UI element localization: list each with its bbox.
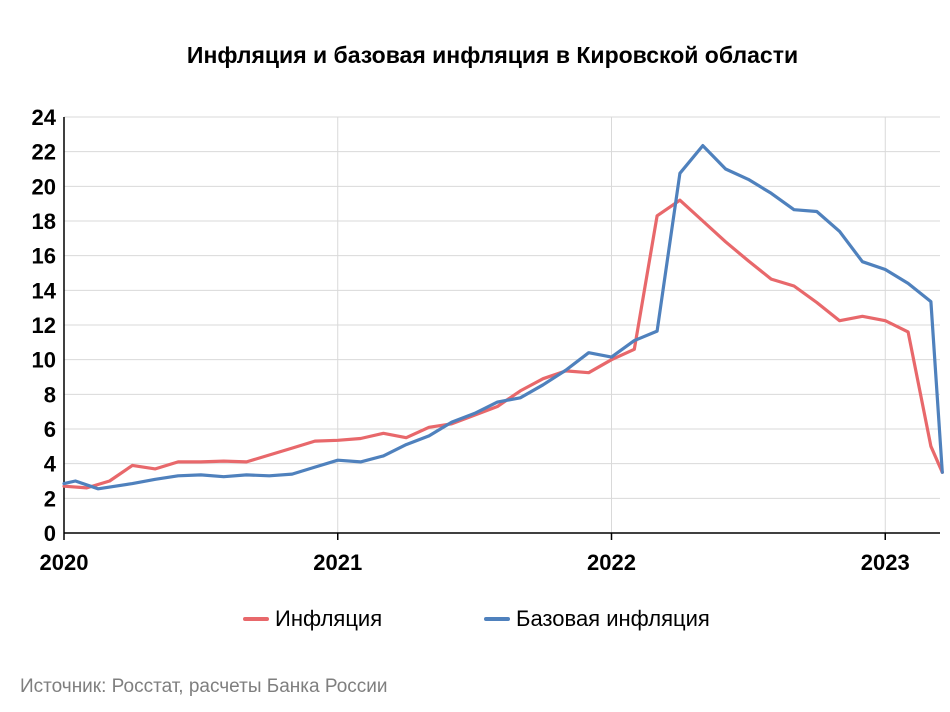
x-tick-label: 2022 — [587, 550, 636, 575]
y-tick-label: 6 — [44, 417, 56, 442]
legend-item-inflation: Инфляция — [243, 606, 382, 632]
legend-label-core-inflation: Базовая инфляция — [516, 606, 710, 631]
legend-item-core-inflation: Базовая инфляция — [484, 606, 710, 632]
x-tick-label: 2021 — [313, 550, 362, 575]
y-tick-label: 24 — [32, 105, 57, 130]
y-tick-label: 4 — [44, 452, 57, 477]
y-tick-label: 2 — [44, 486, 56, 511]
y-tick-label: 12 — [32, 313, 56, 338]
series-layer — [62, 144, 944, 491]
y-tick-label: 18 — [32, 209, 56, 234]
x-tick-label: 2023 — [861, 550, 910, 575]
y-tick-label: 22 — [32, 140, 56, 165]
chart-title: Инфляция и базовая инфляция в Кировской … — [186, 42, 799, 68]
y-tick-label: 14 — [32, 278, 57, 303]
series-line-core-inflation — [62, 144, 944, 491]
y-tick-label: 10 — [32, 348, 56, 373]
y-tick-label: 16 — [32, 244, 56, 269]
legend-swatch-inflation — [243, 617, 269, 621]
y-tick-label: 8 — [44, 382, 56, 407]
legend-label-inflation: Инфляция — [275, 606, 383, 631]
grid-layer — [64, 116, 940, 533]
legend-swatch-core-inflation — [484, 617, 510, 621]
y-tick-label: 20 — [32, 174, 56, 199]
y-tick-label: 0 — [44, 521, 56, 546]
series-line-inflation — [62, 198, 944, 490]
x-tick-label: 2020 — [40, 550, 89, 575]
chart-source: Источник: Росстат, расчеты Банка России — [20, 676, 388, 697]
